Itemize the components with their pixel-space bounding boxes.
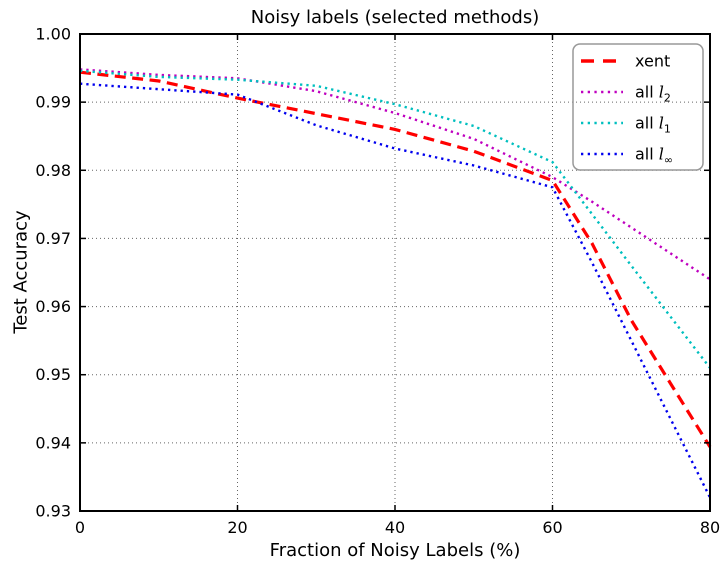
- legend-label-all-l1: all l1: [635, 114, 671, 136]
- series-group: [79, 68, 712, 498]
- legend-label-all-linf: all l∞: [635, 145, 673, 167]
- y-tick-label: 0.98: [35, 161, 71, 180]
- x-tick-label: 60: [542, 518, 562, 537]
- series-line-all-l2: [79, 68, 711, 281]
- y-tick-label: 0.93: [35, 502, 71, 521]
- y-tick-label: 1.00: [35, 25, 71, 44]
- x-tick-label: 0: [75, 518, 85, 537]
- series-line-xent: [79, 70, 712, 448]
- legend-label-xent: xent: [635, 52, 670, 71]
- series-line-all-linf: [79, 82, 712, 498]
- x-tick-label: 40: [385, 518, 405, 537]
- y-tick-label: 0.94: [35, 433, 71, 452]
- y-tick-label: 0.96: [35, 297, 71, 316]
- legend-label-all-l2: all l2: [635, 83, 671, 105]
- chart-title: Noisy labels (selected methods): [250, 7, 540, 28]
- axes: [79, 33, 711, 512]
- series-line-all-l1: [79, 69, 711, 369]
- y-axis-label: Test Accuracy: [10, 210, 32, 334]
- y-tick-label: 0.99: [35, 93, 71, 112]
- x-tick-label: 20: [227, 518, 247, 537]
- y-tick-label: 0.95: [35, 365, 71, 384]
- legend: xent all l2 all l1 all l∞: [572, 43, 704, 171]
- x-tick-label: 80: [700, 518, 720, 537]
- legend-box: [572, 43, 704, 171]
- grid: [80, 34, 710, 511]
- plot-border: [79, 33, 711, 512]
- tick-labels: 0 20 40 60 80 0.93 0.94 0.95 0.96 0.97 0.98 0.99 1.0…: [35, 25, 720, 538]
- x-axis-label: Fraction of Noisy Labels (%): [269, 540, 521, 561]
- y-tick-label: 0.97: [35, 229, 71, 248]
